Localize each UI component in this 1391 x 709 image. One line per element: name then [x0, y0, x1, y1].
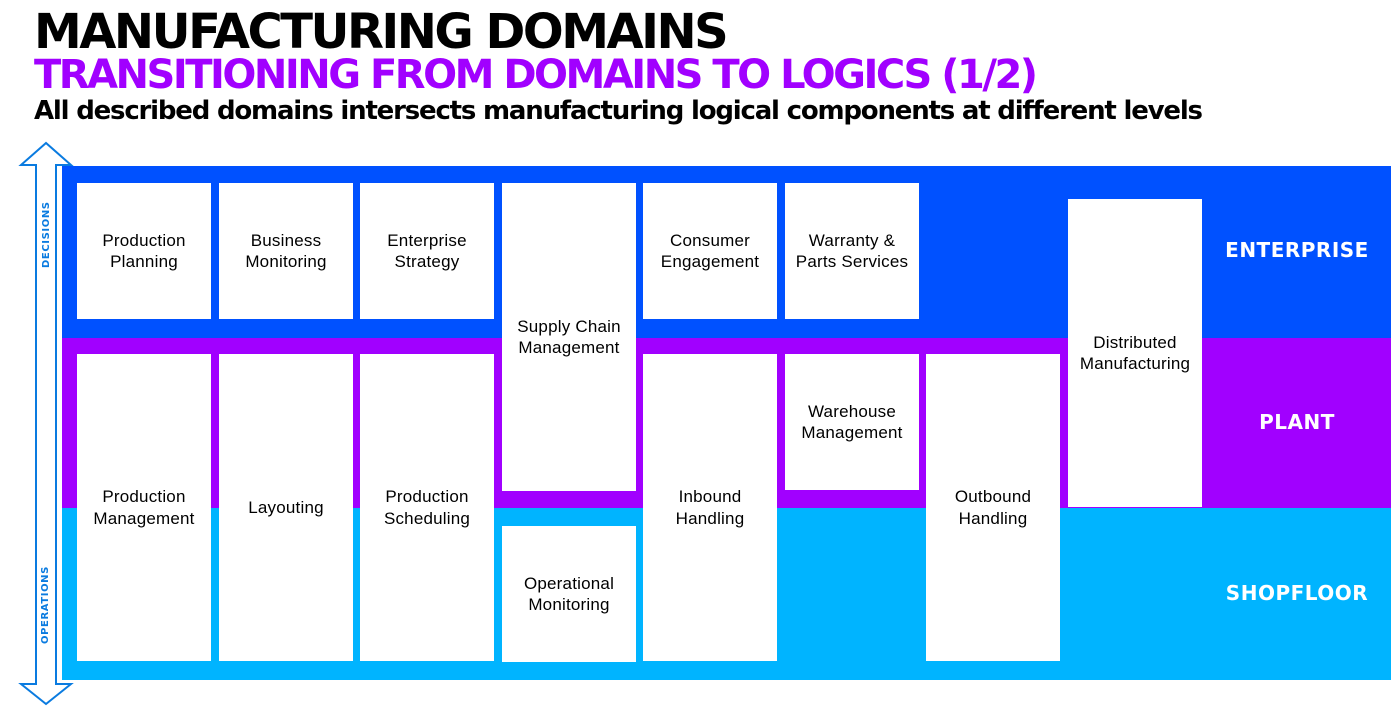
- enterprise-level-label: ENTERPRISE: [1225, 238, 1369, 262]
- layouting-box: Layouting: [219, 354, 353, 661]
- enterprise-strategy-box: Enterprise Strategy: [360, 183, 494, 319]
- distributed-manufacturing-box: Distributed Manufacturing: [1068, 199, 1202, 507]
- plant-level-label: PLANT: [1259, 410, 1335, 434]
- production-planning-box: Production Planning: [77, 183, 211, 319]
- page-subtitle: TRANSITIONING FROM DOMAINS TO LOGICS (1/…: [34, 52, 1038, 98]
- inbound-handling-box: Inbound Handling: [643, 354, 777, 661]
- business-monitoring-box: Business Monitoring: [219, 183, 353, 319]
- page-title: MANUFACTURING DOMAINS: [34, 4, 729, 60]
- page-lead-text: All described domains intersects manufac…: [34, 96, 1203, 126]
- warranty-parts-services-box: Warranty & Parts Services: [785, 183, 919, 319]
- production-scheduling-box: Production Scheduling: [360, 354, 494, 661]
- decisions-operations-arrow-icon: [18, 141, 74, 706]
- decisions-axis-label: DECISIONS: [41, 201, 52, 268]
- shopfloor-level-label: SHOPFLOOR: [1225, 581, 1369, 605]
- operational-monitoring-box: Operational Monitoring: [502, 526, 636, 662]
- outbound-handling-box: Outbound Handling: [926, 354, 1060, 661]
- supply-chain-management-box: Supply Chain Management: [502, 183, 636, 491]
- operations-axis-label: OPERATIONS: [40, 566, 51, 644]
- consumer-engagement-box: Consumer Engagement: [643, 183, 777, 319]
- production-management-box: Production Management: [77, 354, 211, 661]
- warehouse-management-box: Warehouse Management: [785, 354, 919, 490]
